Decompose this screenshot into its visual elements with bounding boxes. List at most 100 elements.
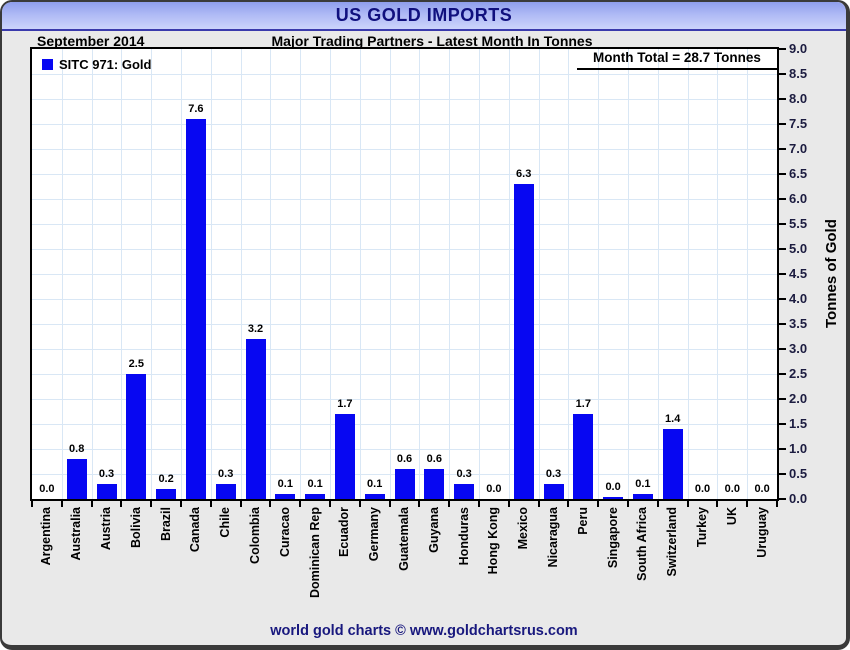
x-tick-label: Peru xyxy=(575,507,590,535)
y-axis-tick xyxy=(779,448,786,450)
y-axis-tick xyxy=(779,398,786,400)
x-tick-label: Mexico xyxy=(516,507,531,550)
h-gridline xyxy=(32,349,777,350)
y-tick-label: 3.5 xyxy=(789,316,808,331)
bar xyxy=(275,494,296,499)
bar xyxy=(513,184,534,499)
x-axis-tick xyxy=(507,501,510,507)
y-tick-label: 9.0 xyxy=(789,41,808,56)
x-tick-label: Turkey xyxy=(695,507,709,548)
v-gridline xyxy=(657,49,659,499)
bar xyxy=(96,484,117,499)
v-gridline xyxy=(479,49,480,499)
x-axis-tick xyxy=(537,501,540,507)
bar-value-label: 0.0 xyxy=(486,483,502,495)
x-tick-label: Austria xyxy=(99,507,113,551)
x-tick-label: UK xyxy=(724,507,739,526)
bar-value-label: 0.2 xyxy=(158,473,174,485)
v-gridline xyxy=(628,49,629,499)
v-gridline xyxy=(747,49,749,499)
h-gridline xyxy=(32,199,777,200)
x-axis-tick xyxy=(478,501,480,507)
x-tick-label: Uruguay xyxy=(754,507,769,558)
y-axis-tick xyxy=(779,473,786,475)
x-axis-tick xyxy=(418,501,421,507)
bar-value-label: 0.0 xyxy=(39,483,55,495)
x-axis-tick xyxy=(31,501,33,507)
bar-value-label: 2.5 xyxy=(128,358,144,370)
y-axis-tick xyxy=(779,498,786,500)
bar xyxy=(305,494,326,499)
bar-value-label: 0.0 xyxy=(605,481,621,493)
y-tick-label: 7.0 xyxy=(789,141,808,156)
bar xyxy=(334,414,355,499)
y-tick-label: 8.0 xyxy=(789,91,808,106)
bar-value-label: 0.1 xyxy=(367,478,383,490)
h-gridline xyxy=(32,99,777,100)
x-axis-tick xyxy=(269,501,272,507)
bar xyxy=(603,497,624,499)
y-tick-label: 6.0 xyxy=(789,191,808,206)
bar xyxy=(662,429,683,499)
y-tick-label: 2.0 xyxy=(789,391,808,406)
period-label: September 2014 xyxy=(37,33,145,49)
x-tick-label: Argentina xyxy=(39,507,54,566)
title-bar: US GOLD IMPORTS xyxy=(2,2,846,31)
y-tick-label: 0.0 xyxy=(789,491,808,506)
bar-value-label: 0.0 xyxy=(694,483,711,495)
legend-label: SITC 971: Gold xyxy=(59,57,152,72)
bar-value-label: 0.3 xyxy=(218,468,234,480)
x-tick-label: Guatemala xyxy=(397,507,411,571)
v-gridline xyxy=(300,49,302,499)
bar xyxy=(185,119,206,499)
y-axis-tick xyxy=(779,273,786,275)
page-title: US GOLD IMPORTS xyxy=(335,5,513,25)
y-tick-label: 0.5 xyxy=(789,466,808,481)
y-axis-tick xyxy=(779,323,786,325)
y-axis-tick xyxy=(779,198,786,200)
h-gridline xyxy=(32,274,777,275)
y-tick-label: 6.5 xyxy=(789,166,808,181)
bar-value-label: 0.3 xyxy=(98,468,115,480)
footer-credit: world gold charts © www.goldchartsrus.co… xyxy=(270,623,578,639)
y-axis-tick xyxy=(779,248,786,250)
y-tick-label: 4.5 xyxy=(789,266,808,281)
bar xyxy=(66,459,87,499)
x-axis-tick xyxy=(90,501,93,507)
bar-value-label: 6.3 xyxy=(516,168,532,180)
v-gridline xyxy=(121,49,123,499)
bar-value-label: 0.1 xyxy=(277,478,293,490)
x-tick-label: Australia xyxy=(69,507,84,561)
x-tick-label: Brazil xyxy=(158,507,173,542)
y-axis-tick xyxy=(779,173,786,175)
v-gridline xyxy=(568,49,570,499)
v-gridline xyxy=(210,49,212,499)
v-gridline xyxy=(389,49,391,499)
y-tick-label: 5.0 xyxy=(789,241,808,256)
bar xyxy=(543,484,564,499)
y-axis-tick xyxy=(779,423,786,425)
bar xyxy=(215,484,236,499)
h-gridline xyxy=(32,399,777,400)
x-axis-tick xyxy=(60,501,63,507)
x-axis-tick xyxy=(686,501,689,507)
v-gridline xyxy=(449,49,451,499)
v-gridline xyxy=(91,49,93,499)
chart-subtitle: Major Trading Partners - Latest Month In… xyxy=(271,33,593,49)
v-gridline xyxy=(61,49,63,499)
x-axis-tick xyxy=(627,501,629,507)
x-axis-tick xyxy=(239,501,242,507)
bar xyxy=(364,494,385,499)
plot-area: SITC 971: Gold Month Total = 28.7 Tonnes… xyxy=(30,47,779,501)
bar-value-label: 0.1 xyxy=(307,478,323,490)
x-tick-label: Ecuador xyxy=(337,507,352,558)
x-tick-label: Curacao xyxy=(277,507,292,558)
x-axis-tick xyxy=(746,501,749,507)
y-tick-label: 1.5 xyxy=(789,416,808,431)
x-tick-label: Chile xyxy=(218,507,233,538)
y-axis-tick xyxy=(779,98,786,100)
y-tick-label: 3.0 xyxy=(789,341,808,356)
h-gridline xyxy=(32,324,777,325)
h-gridline xyxy=(32,424,777,425)
v-gridline xyxy=(330,49,331,499)
